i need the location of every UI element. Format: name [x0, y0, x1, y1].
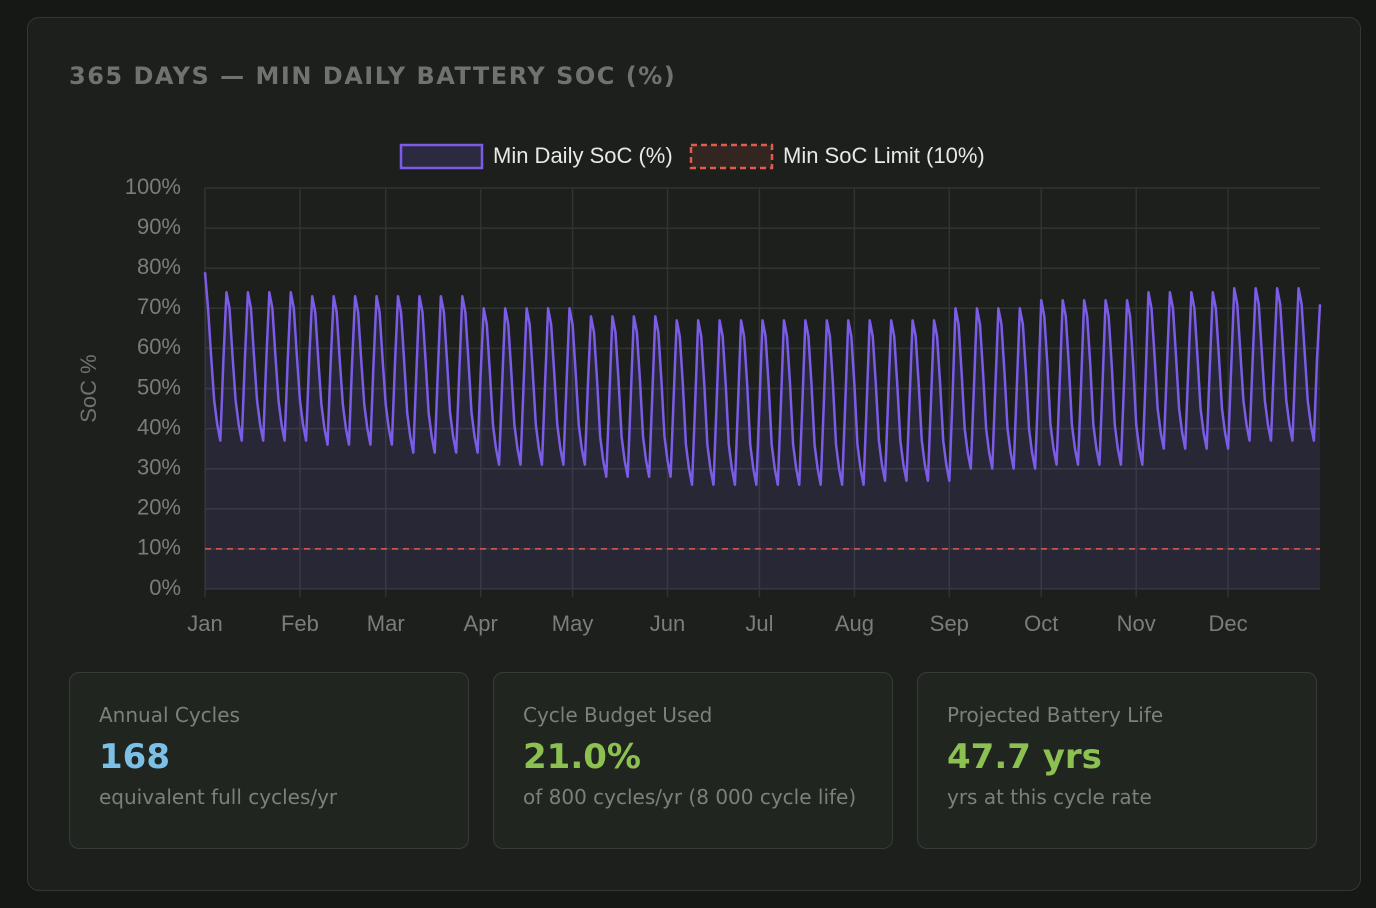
x-tick-label: Feb [281, 611, 319, 636]
x-tick-label: Jun [650, 611, 685, 636]
legend-swatch [399, 143, 484, 170]
y-tick-label: 30% [137, 455, 181, 480]
x-tick-label: Aug [835, 611, 874, 636]
x-tick-label: Jul [745, 611, 773, 636]
x-tick-label: Oct [1024, 611, 1058, 636]
card-value: 21.0% [523, 737, 641, 777]
y-tick-label: 0% [149, 575, 181, 600]
x-tick-label: Mar [367, 611, 405, 636]
y-tick-label: 10% [137, 535, 181, 560]
y-tick-label: 50% [137, 374, 181, 399]
x-tick-label: Jan [187, 611, 222, 636]
y-tick-label: 80% [137, 254, 181, 279]
panel-title: 365 DAYS — MIN DAILY BATTERY SOC (%) [69, 62, 677, 90]
y-tick-label: 60% [137, 334, 181, 359]
legend-label: Min Daily SoC (%) [493, 143, 673, 168]
x-tick-label: Dec [1209, 611, 1248, 636]
legend-label: Min SoC Limit (10%) [783, 143, 985, 168]
line [203, 272, 1322, 486]
panel: 365 DAYS — MIN DAILY BATTERY SOC (%) Ann… [27, 17, 1361, 891]
y-tick-label: 70% [137, 294, 181, 319]
card-value: 47.7 yrs [947, 737, 1102, 777]
card-label: Projected Battery Life [947, 703, 1164, 727]
chart: 0% 10% 20% 30% 40% 50% 60% 70% 80% 90% 100% Jan Feb M… [76, 143, 1322, 636]
y-tick-label: 40% [137, 414, 181, 439]
x-tick-label: Apr [464, 611, 498, 636]
y-tick-label: 90% [137, 214, 181, 239]
x-tick-label: May [552, 611, 594, 636]
card: Annual Cycles 168 equivalent full cycles… [69, 672, 469, 849]
card-value: 168 [99, 737, 170, 777]
x-tick-label: Nov [1117, 611, 1156, 636]
card: Cycle Budget Used 21.0% of 800 cycles/yr… [493, 672, 893, 849]
x-tick-label: Sep [930, 611, 969, 636]
card: Projected Battery Life 47.7 yrs yrs at t… [917, 672, 1317, 849]
legend-swatch [689, 143, 774, 170]
card-label: Annual Cycles [99, 703, 240, 727]
card-label: Cycle Budget Used [523, 703, 713, 727]
y-axis-label: SoC % [76, 354, 101, 422]
card-note: of 800 cycles/yr (8 000 cycle life) [523, 785, 857, 809]
card-note: yrs at this cycle rate [947, 785, 1152, 809]
card-note: equivalent full cycles/yr [99, 785, 338, 809]
area [205, 272, 1320, 589]
y-tick-label: 100% [125, 174, 181, 199]
y-tick-label: 20% [137, 495, 181, 520]
